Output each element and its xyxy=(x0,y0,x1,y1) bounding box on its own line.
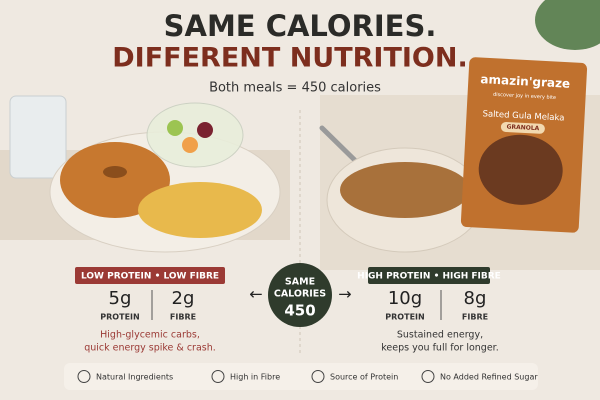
fruit-bowl xyxy=(146,102,244,168)
grape xyxy=(167,120,183,136)
badge-text: LOW PROTEIN • LOW FIBRE xyxy=(81,272,219,282)
description: keeps you full for longer. xyxy=(381,343,498,354)
package-flavour: Salted Gula Melaka xyxy=(482,109,564,123)
granola xyxy=(340,162,470,218)
feature-icon xyxy=(311,370,325,383)
description: Sustained energy, xyxy=(397,330,483,341)
title-line2: DIFFERENT NUTRITION. xyxy=(112,43,467,74)
stat-value: 5g xyxy=(109,288,132,309)
arrow-left: ← xyxy=(249,285,262,304)
package-product: GRANOLA xyxy=(506,124,539,133)
melon xyxy=(182,137,198,153)
circle-text: CALORIES xyxy=(274,289,326,300)
chips xyxy=(138,182,262,238)
package-brand: amazin'graze xyxy=(480,72,570,91)
package-pill xyxy=(500,121,545,134)
circle-calories: 450 xyxy=(284,302,315,320)
plant-leaf xyxy=(535,0,600,50)
stat-label: FIBRE xyxy=(170,313,196,322)
feature-icon xyxy=(77,370,91,383)
feature-label: Natural Ingredients xyxy=(96,373,173,382)
grape xyxy=(197,122,213,138)
arrow-right: → xyxy=(338,285,351,304)
stat-label: PROTEIN xyxy=(385,313,424,322)
badge xyxy=(75,267,225,284)
stat-value: 2g xyxy=(172,288,195,309)
description: High-glycemic carbs, xyxy=(100,330,200,341)
feature-bar xyxy=(64,363,538,390)
feature-label: Source of Protein xyxy=(330,373,398,382)
description: quick energy spike & crash. xyxy=(84,343,216,354)
stat-label: PROTEIN xyxy=(100,313,139,322)
feature-icon xyxy=(211,370,225,383)
package-tagline: discover joy in every bite xyxy=(493,92,556,101)
feature-label: No Added Refined Sugar xyxy=(440,373,538,382)
feature-icon xyxy=(421,370,435,383)
badge-text: HIGH PROTEIN • HIGH FIBRE xyxy=(357,272,501,282)
glass xyxy=(9,95,67,179)
package-image xyxy=(478,134,563,205)
circle-text: SAME xyxy=(285,277,315,288)
stat-value: 10g xyxy=(388,288,422,309)
title-line1: SAME CALORIES. xyxy=(164,9,437,43)
feature-label: High in Fibre xyxy=(230,373,280,382)
stat-label: FIBRE xyxy=(462,313,488,322)
bagel xyxy=(60,142,170,218)
stat-value: 8g xyxy=(464,288,487,309)
subtitle: Both meals = 450 calories xyxy=(209,81,381,96)
badge xyxy=(368,267,490,284)
bagel-hole xyxy=(103,166,127,178)
calorie-circle xyxy=(268,263,332,327)
